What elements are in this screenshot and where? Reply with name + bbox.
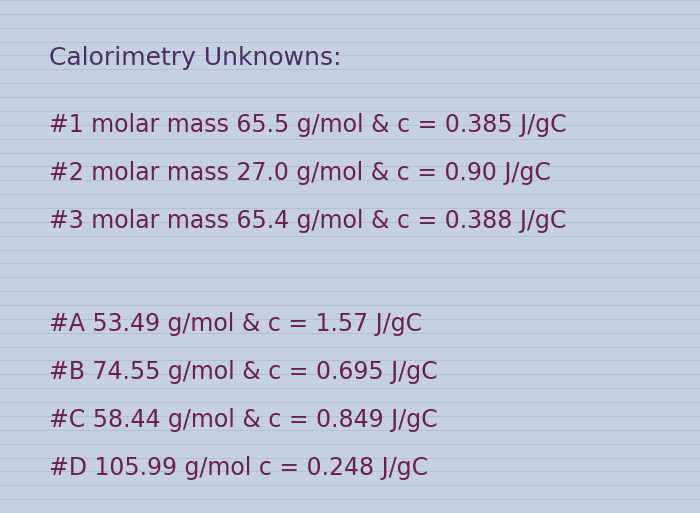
- Text: #3 molar mass 65.4 g/mol & c = 0.388 J/gC: #3 molar mass 65.4 g/mol & c = 0.388 J/g…: [49, 209, 566, 233]
- Text: #A 53.49 g/mol & c = 1.57 J/gC: #A 53.49 g/mol & c = 1.57 J/gC: [49, 312, 422, 336]
- Text: #1 molar mass 65.5 g/mol & c = 0.385 J/gC: #1 molar mass 65.5 g/mol & c = 0.385 J/g…: [49, 113, 566, 137]
- Text: #2 molar mass 27.0 g/mol & c = 0.90 J/gC: #2 molar mass 27.0 g/mol & c = 0.90 J/gC: [49, 161, 551, 185]
- Text: Calorimetry Unknowns:: Calorimetry Unknowns:: [49, 46, 342, 70]
- Text: #D 105.99 g/mol c = 0.248 J/gC: #D 105.99 g/mol c = 0.248 J/gC: [49, 456, 428, 480]
- Text: #C 58.44 g/mol & c = 0.849 J/gC: #C 58.44 g/mol & c = 0.849 J/gC: [49, 408, 437, 432]
- Text: #B 74.55 g/mol & c = 0.695 J/gC: #B 74.55 g/mol & c = 0.695 J/gC: [49, 360, 437, 384]
